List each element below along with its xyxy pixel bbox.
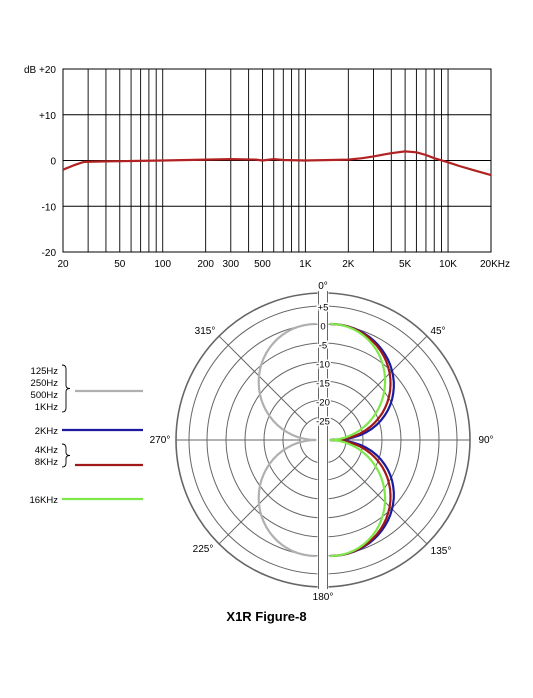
x-tick-label: 2K [342,259,355,270]
polar-spoke [338,335,428,425]
legend-brace [61,364,71,413]
angle-label: 270° [150,435,171,446]
angle-label: 45° [430,326,445,337]
y-tick-label: -20 [42,248,57,259]
legend-brace [61,443,71,468]
y-tick-label: +10 [39,111,56,122]
x-tick-label: 50 [114,259,126,270]
polar-grid [175,285,471,595]
legend-label: 1KHz [35,402,58,413]
angle-label: 315° [195,326,216,337]
grid [62,68,492,253]
x-tick-label: 500 [254,259,271,270]
legend-label: 125Hz [31,366,59,377]
y-tick-label: 0 [50,157,56,168]
frequency-response-chart: +20 +10 0 -10 -20 dB 20 50 100 200 300 500 1K 2K 5K 10K… [24,65,510,270]
y-axis-label: dB [24,65,37,76]
x-tick-label: 10K [439,259,457,270]
x-tick-label: 1K [299,259,312,270]
response-curve [62,150,492,177]
polar-spoke [338,455,428,545]
polar-spoke [218,335,308,425]
r-tick-label: -20 [316,398,330,409]
polar-spoke [218,455,308,545]
axis-gap [317,285,329,595]
pattern-curve [329,322,387,558]
x-tick-label: 300 [222,259,239,270]
y-tick-label: -10 [42,202,57,213]
r-tick-label: -25 [316,417,330,428]
legend-label: 8KHz [35,457,58,468]
legend-label: 16KHz [29,495,58,506]
angle-label: 0° [318,281,328,292]
chart-title: X1R Figure-8 [226,609,307,624]
x-tick-label: 100 [154,259,171,270]
angle-label: 225° [193,544,214,555]
angle-label: 135° [431,546,452,557]
r-tick-label: -15 [316,379,330,390]
r-tick-label: +5 [318,303,329,314]
legend-label: 2KHz [35,426,58,437]
angle-label: 90° [478,435,493,446]
x-tick-label: 5K [399,259,412,270]
x-tick-label: 20 [57,259,69,270]
r-tick-label: -10 [316,360,330,371]
x-tick-label: 20KHz [480,259,510,270]
x-tick-label: 200 [197,259,214,270]
r-tick-label: -5 [319,341,327,352]
angle-label: 180° [313,592,334,603]
legend-label: 250Hz [31,378,59,389]
legend-label: 500Hz [31,390,59,401]
legend-label: 4KHz [35,445,58,456]
pattern-curve [257,322,317,558]
r-tick-label: 0 [320,322,325,333]
y-tick-label: +20 [39,65,56,76]
